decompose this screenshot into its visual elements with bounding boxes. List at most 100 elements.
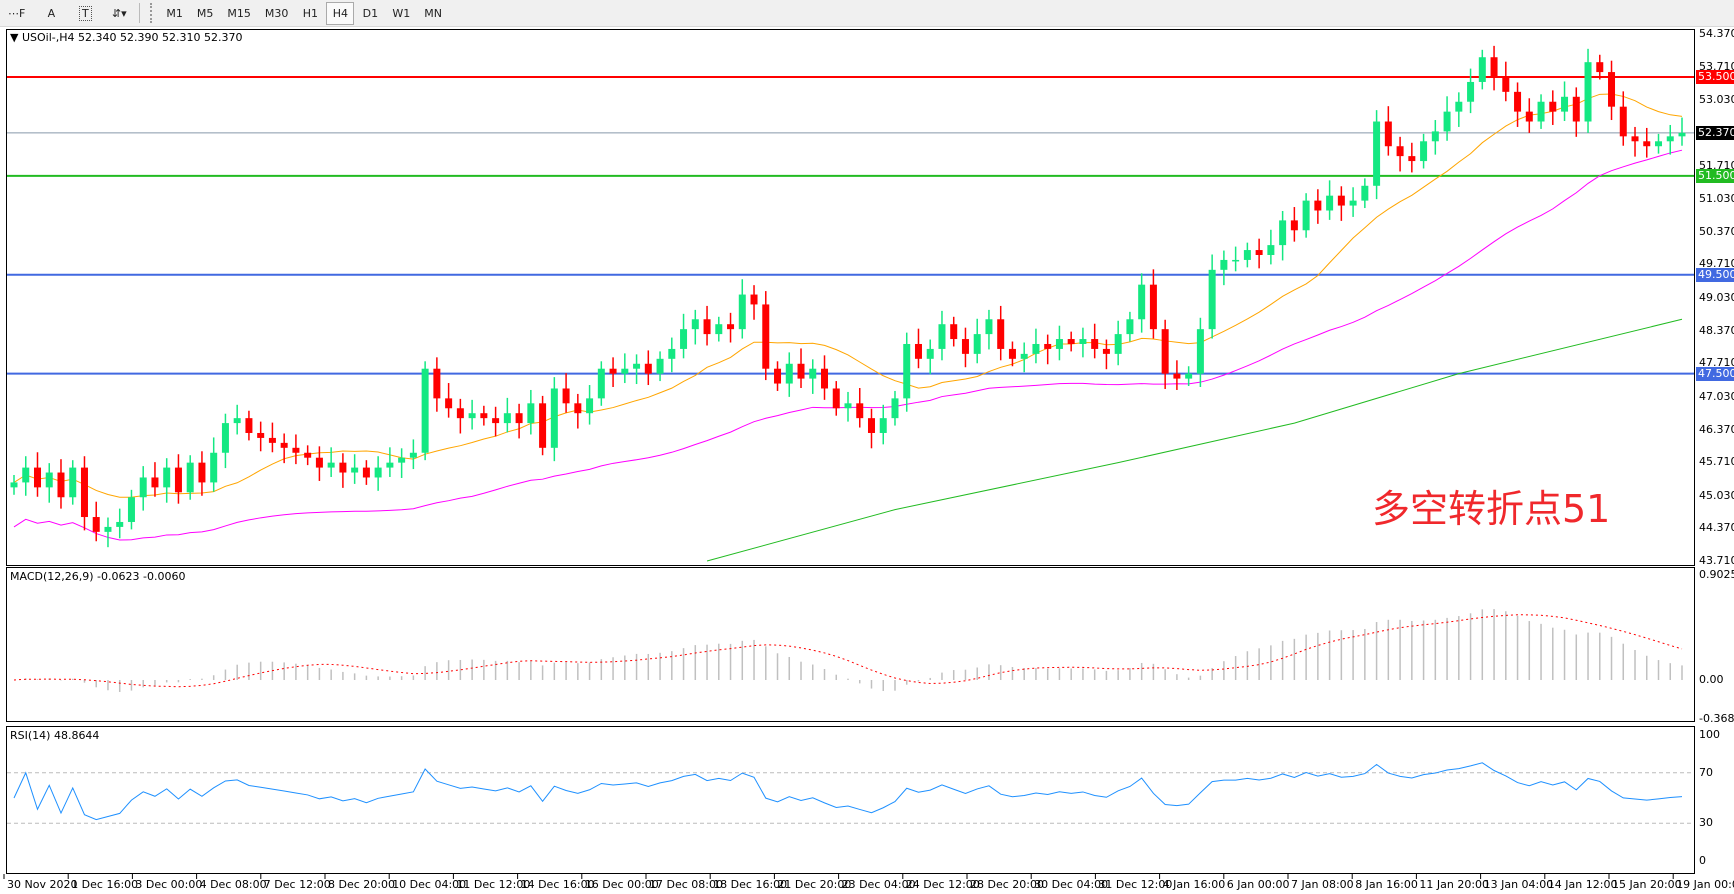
price-tick: 51.710: [1699, 158, 1734, 172]
candle-body: [1114, 334, 1122, 354]
timeframe-mn-button[interactable]: MN: [424, 6, 442, 20]
candle-body: [1608, 72, 1616, 107]
candle-body: [1337, 195, 1345, 206]
price-tick: 54.370: [1699, 27, 1734, 40]
candle-body: [139, 477, 147, 498]
timeframe-h1-button[interactable]: H1: [302, 6, 318, 20]
candle-body: [1091, 339, 1099, 349]
timeframe-h4-button[interactable]: H4: [326, 1, 355, 25]
candle-body: [1008, 348, 1016, 359]
time-tick-label: 11 Dec 12:00: [456, 878, 531, 891]
candle-body: [1373, 121, 1381, 186]
time-tick-label: 14 Dec 16:00: [520, 878, 595, 891]
toolbar-grip[interactable]: [150, 3, 154, 23]
time-tick-label: 3 Dec 00:00: [135, 878, 203, 891]
candle-body: [1572, 96, 1580, 122]
fibo-grid-icon: ⋯F: [8, 6, 26, 20]
time-tick-label: 15 Jan 20:00: [1612, 878, 1682, 891]
candle-body: [515, 413, 523, 424]
candle-body: [1279, 220, 1287, 246]
price-tick: 51.030: [1699, 192, 1734, 206]
candle-body: [586, 398, 594, 414]
price-tick: 46.370: [1699, 422, 1734, 436]
chart-symbol-header: ▼ USOil-,H4 52.340 52.390 52.310 52.370: [10, 31, 243, 44]
candle-body: [1655, 141, 1663, 147]
candle-body: [1396, 146, 1404, 157]
timeframe-m1-button[interactable]: M1: [166, 6, 183, 20]
candle-body: [727, 324, 735, 330]
time-tick-label: 7 Dec 12:00: [263, 878, 331, 891]
ma-fast-line: [13, 93, 1683, 498]
timeframe-m5-button[interactable]: M5: [196, 6, 214, 20]
candle-body: [127, 497, 135, 522]
candle-body: [1255, 250, 1263, 255]
candle-body: [1525, 111, 1533, 122]
candle-body: [680, 329, 688, 349]
candle-body: [304, 452, 312, 458]
price-tick: 45.710: [1699, 455, 1734, 469]
candle-body: [198, 462, 206, 483]
candle-body: [527, 403, 535, 424]
candle-body: [174, 467, 182, 493]
candle-body: [644, 363, 652, 374]
time-tick-label: 11 Jan 20:00: [1419, 878, 1490, 891]
candle-body: [1173, 373, 1181, 379]
time-tick-label: 24 Dec 12:00: [905, 878, 980, 891]
candle-body: [774, 368, 782, 384]
time-tick-label: 19 Jan 00:00: [1676, 878, 1734, 891]
candle-body: [1126, 319, 1134, 335]
candle-body: [1102, 348, 1110, 354]
rsi-pane[interactable]: [6, 726, 1695, 874]
candle-body: [1044, 343, 1052, 349]
candle-body: [550, 388, 558, 448]
timeframe-m30-button[interactable]: M30: [264, 6, 289, 20]
time-tick-label: 21 Dec 20:00: [777, 878, 852, 891]
candle-body: [750, 294, 758, 305]
candle-body: [691, 319, 699, 330]
candle-body: [574, 403, 582, 414]
candle-body: [703, 319, 711, 335]
candle-body: [257, 432, 265, 438]
timeframe-m15-button[interactable]: M15: [227, 6, 251, 20]
candle-body: [1549, 101, 1557, 112]
candle-body: [715, 324, 723, 335]
candle-body: [1431, 131, 1439, 142]
time-tick-label: 23 Dec 04:00: [841, 878, 916, 891]
timeframe-w1-button[interactable]: W1: [392, 6, 411, 20]
candle-body: [1290, 220, 1298, 231]
text-label-button[interactable]: T: [71, 2, 99, 25]
timeframe-d1-button[interactable]: D1: [362, 6, 379, 20]
price-tick: 43.710: [1699, 554, 1734, 568]
candle-body: [163, 467, 171, 488]
price-tick: 48.370: [1699, 323, 1734, 337]
candle-body: [1326, 195, 1334, 211]
toolbar: ⋯F A T ⇵▾ M1 M5 M15 M30 H1 H4 D1 W1 MN: [0, 0, 1734, 27]
candle-body: [492, 418, 500, 424]
macd-pane[interactable]: [6, 567, 1695, 722]
candle-body: [1020, 353, 1028, 359]
candle-body: [433, 368, 441, 399]
candle-body: [104, 526, 112, 532]
fibo-grid-button[interactable]: ⋯F: [2, 2, 31, 25]
text-tool-button[interactable]: A: [37, 2, 65, 25]
candle-body: [1631, 136, 1639, 142]
price-level-tag: 53.500: [1696, 70, 1734, 84]
candle-body: [914, 343, 922, 359]
price-tick: 45.030: [1699, 488, 1734, 502]
candle-body: [1149, 284, 1157, 330]
candle-body: [80, 467, 88, 518]
macd-title: MACD(12,26,9) -0.0623 -0.0060: [10, 570, 186, 583]
price-chart-pane[interactable]: [6, 29, 1695, 566]
time-tick-label: 30 Dec 04:00: [1034, 878, 1109, 891]
rsi-tick: 30: [1699, 816, 1713, 830]
candle-body: [1443, 111, 1451, 132]
candle-body: [1678, 132, 1686, 137]
candle-body: [1666, 136, 1674, 142]
time-tick-label: 13 Jan 04:00: [1483, 878, 1554, 891]
arrows-button[interactable]: ⇵▾: [105, 2, 133, 25]
candle-body: [245, 418, 253, 433]
candle-body: [926, 348, 934, 359]
time-tick-label: 30 Nov 2020: [7, 878, 78, 891]
price-tick: 50.370: [1699, 224, 1734, 238]
